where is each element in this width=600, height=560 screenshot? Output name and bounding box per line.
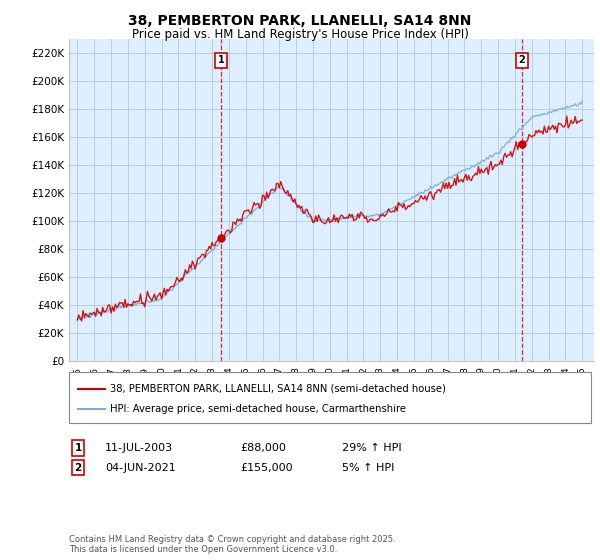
Text: 11-JUL-2003: 11-JUL-2003 <box>105 443 173 453</box>
Text: 2: 2 <box>518 55 526 65</box>
Text: 29% ↑ HPI: 29% ↑ HPI <box>342 443 401 453</box>
Text: £88,000: £88,000 <box>240 443 286 453</box>
Text: 5% ↑ HPI: 5% ↑ HPI <box>342 463 394 473</box>
Text: 2: 2 <box>74 463 82 473</box>
Text: 38, PEMBERTON PARK, LLANELLI, SA14 8NN: 38, PEMBERTON PARK, LLANELLI, SA14 8NN <box>128 14 472 28</box>
Text: Price paid vs. HM Land Registry's House Price Index (HPI): Price paid vs. HM Land Registry's House … <box>131 28 469 41</box>
Text: 1: 1 <box>74 443 82 453</box>
Text: HPI: Average price, semi-detached house, Carmarthenshire: HPI: Average price, semi-detached house,… <box>110 404 406 414</box>
Text: 38, PEMBERTON PARK, LLANELLI, SA14 8NN (semi-detached house): 38, PEMBERTON PARK, LLANELLI, SA14 8NN (… <box>110 384 446 394</box>
Text: 1: 1 <box>218 55 224 65</box>
Text: 04-JUN-2021: 04-JUN-2021 <box>105 463 176 473</box>
Text: £155,000: £155,000 <box>240 463 293 473</box>
Text: Contains HM Land Registry data © Crown copyright and database right 2025.
This d: Contains HM Land Registry data © Crown c… <box>69 535 395 554</box>
